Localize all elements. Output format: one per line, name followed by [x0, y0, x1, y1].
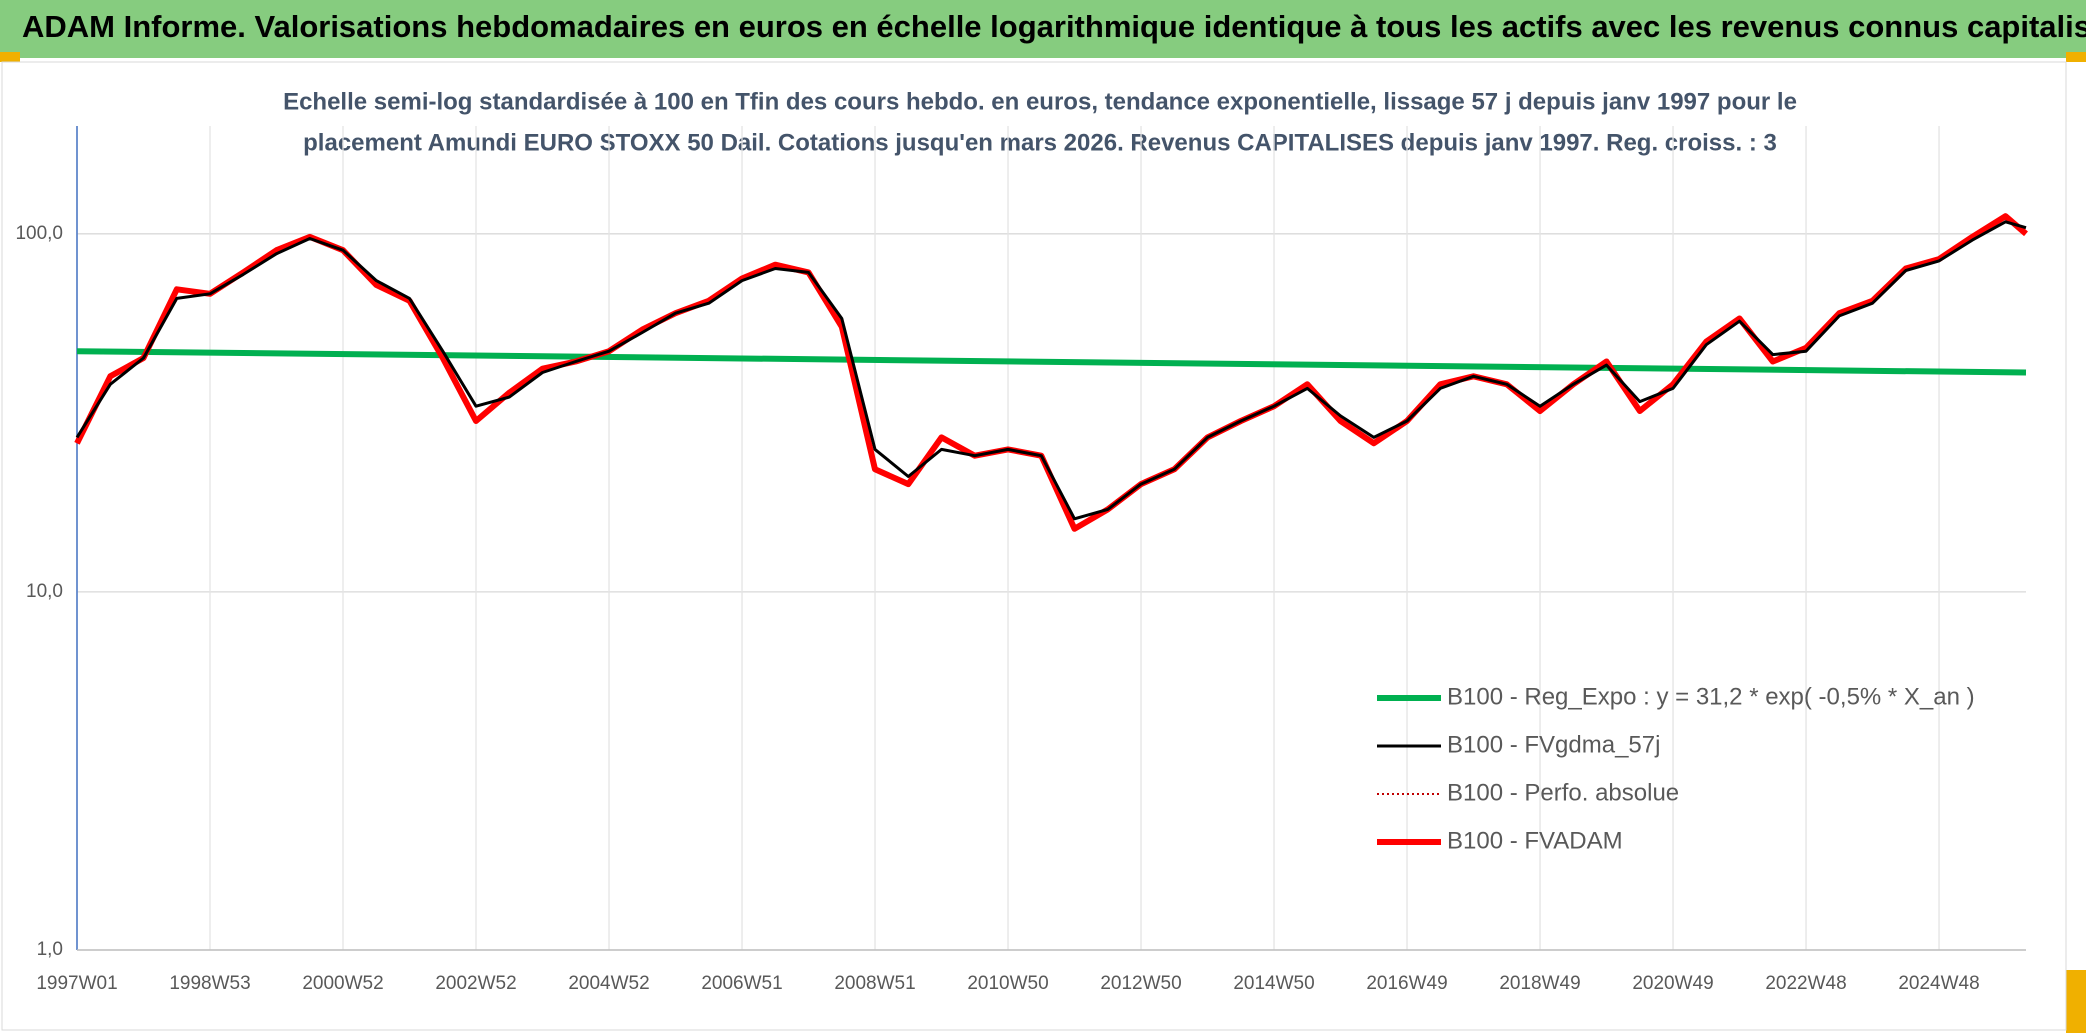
x-tick-label: 2004W52 [568, 973, 649, 994]
corner [0, 52, 20, 62]
legend-label: B100 - FVgdma_57j [1447, 731, 1660, 758]
x-tick-label: 2010W50 [967, 973, 1048, 994]
legend-label: B100 - Reg_Expo : y = 31,2 * exp( -0,5% … [1447, 683, 1975, 710]
series-line [76, 348, 2027, 376]
y-tick-label: 100,0 [15, 223, 63, 244]
x-tick-label: 2024W48 [1898, 973, 1979, 994]
x-tick-label: 1998W53 [169, 973, 250, 994]
x-tick-label: 2014W50 [1233, 973, 1314, 994]
x-tick-label: 2012W50 [1100, 973, 1181, 994]
x-tick-label: 2020W49 [1632, 973, 1713, 994]
x-tick-label: 2008W51 [834, 973, 915, 994]
x-tick-label: 2016W49 [1366, 973, 1447, 994]
x-tick-label: 2000W52 [302, 973, 383, 994]
subtitle: placement Amundi EURO STOXX 50 Dail. Cot… [303, 129, 1777, 156]
corner [2066, 52, 2086, 62]
x-tick-label: 1997W01 [36, 973, 117, 994]
series-line [74, 213, 2028, 532]
legend-label: B100 - FVADAM [1447, 827, 1623, 854]
frame [1, 61, 2067, 1031]
series-line [75, 220, 2027, 521]
header-title: ADAM Informe. Valorisations hebdomadaire… [22, 9, 2086, 44]
x-tick-label: 2002W52 [435, 973, 516, 994]
corner [2066, 970, 2086, 1033]
x-tick-label: 2006W51 [701, 973, 782, 994]
x-tick-label: 2022W48 [1765, 973, 1846, 994]
legend-label: B100 - Perfo. absolue [1447, 779, 1679, 806]
subtitle: Echelle semi-log standardisée à 100 en T… [283, 88, 1797, 115]
y-tick-label: 10,0 [26, 581, 63, 602]
x-tick-label: 2018W49 [1499, 973, 1580, 994]
header-bar [0, 0, 2086, 58]
y-tick-label: 1,0 [37, 939, 63, 960]
